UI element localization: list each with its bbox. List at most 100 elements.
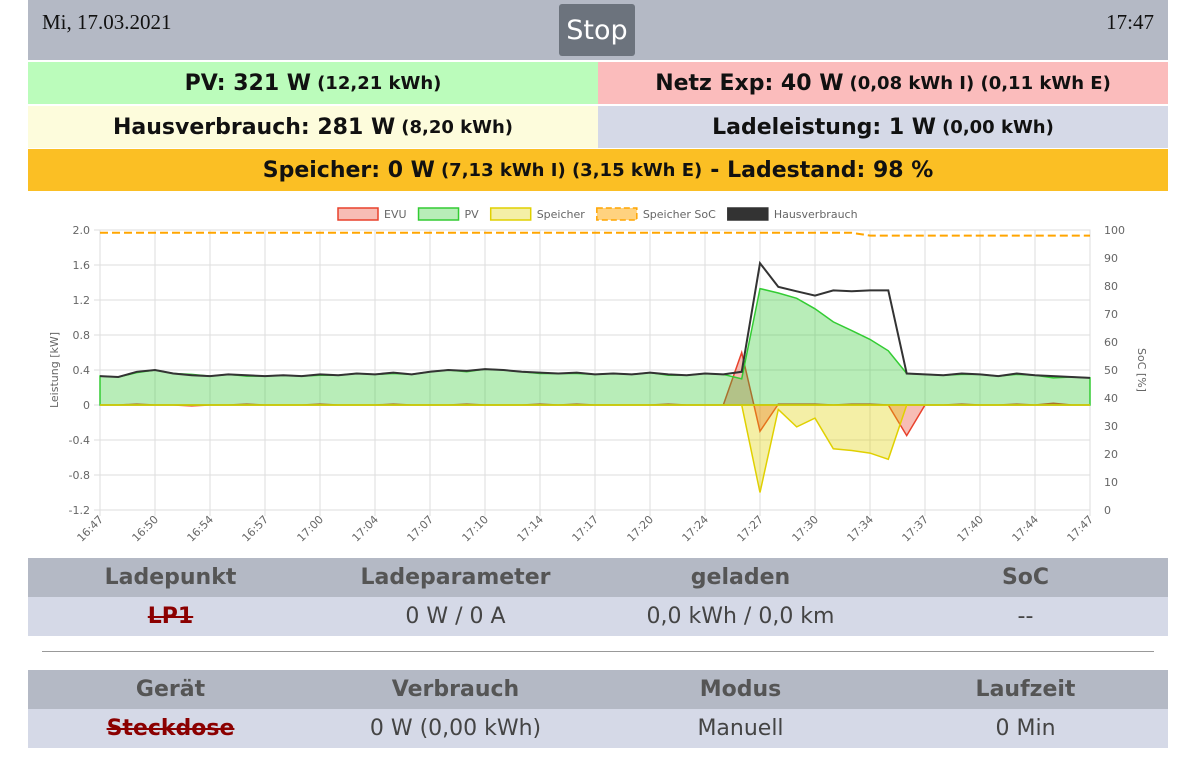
y2-tick-label: 60 [1104,336,1118,349]
lp-table: Ladepunkt Ladeparameter geladen SoC LP1 0 W … [28,558,1168,636]
x-tick-label: 17:30 [790,513,822,545]
speicher-main: Speicher: 0 W [262,157,435,183]
device-name[interactable]: Steckdose [106,716,235,741]
y2-tick-label: 50 [1104,364,1118,377]
pv-main: PV: 321 W [184,70,312,96]
y2-tick-label: 0 [1104,504,1111,517]
x-tick-label: 17:07 [405,513,437,545]
cell: 0 W (0,00 kWh) [369,716,542,741]
x-tick-label: 17:47 [1065,513,1097,545]
x-tick-label: 16:50 [130,513,162,545]
line [99,260,1091,379]
stop-button[interactable]: Stop [559,4,635,56]
cell: Manuell [697,716,784,741]
header-cell: Ladepunkt [104,565,237,590]
netz-status: Netz Exp: 40 W (0,08 kWh I) (0,11 kWh E) [598,62,1168,104]
y-tick-label: -0.4 [69,434,90,447]
lade-sub: (0,00 kWh) [942,116,1054,138]
header-cell: Gerät [135,677,206,702]
y-tick-label: -0.8 [69,469,90,482]
x-tick-label: 17:24 [680,513,712,545]
legend-swatch [417,207,460,221]
x-tick-label: 17:27 [735,513,767,545]
header-cell: Laufzeit [975,677,1076,702]
x-tick-label: 16:54 [185,513,217,545]
area [100,404,1090,493]
x-tick-label: 17:17 [570,513,602,545]
time: 17:47 [1106,10,1154,34]
y-tick-label: 1.6 [73,259,91,272]
haus-main: Hausverbrauch: 281 W [112,114,396,140]
y2-tick-label: 40 [1104,392,1118,405]
y2-tick-label: 30 [1104,420,1118,433]
table-header: Ladepunkt Ladeparameter geladen SoC [28,558,1168,597]
y2-tick-label: 10 [1104,476,1118,489]
header-cell: geladen [690,565,791,590]
cell: 0,0 kWh / 0,0 km [646,604,835,629]
header-cell: Verbrauch [391,677,520,702]
y2-tick-label: 20 [1104,448,1118,461]
speicher-status: Speicher: 0 W (7,13 kWh I) (3,15 kWh E) - … [28,149,1168,191]
y-axis-label: Leistung [kW] [48,332,61,408]
speicher-tail: - Ladestand: 98 % [710,157,934,183]
speicher-sub: (7,13 kWh I) (3,15 kWh E) [440,159,703,181]
legend-swatch [596,207,638,221]
x-tick-label: 17:34 [845,513,877,545]
device-table: Gerät Verbrauch Modus Laufzeit Steckdose 0 W… [28,670,1168,748]
pv-sub: (12,21 kWh) [317,72,442,94]
lade-main: Ladeleistung: 1 W [712,114,937,140]
header: Mi, 17.03.2021 Stop 17:47 [28,0,1168,60]
header-cell: Modus [699,677,782,702]
header-cell: Ladeparameter [360,565,551,590]
x-tick-label: 17:20 [625,513,657,545]
haus-status: Hausverbrauch: 281 W (8,20 kWh) [28,106,598,148]
legend-swatch [727,207,769,221]
legend-label: Speicher [537,208,586,221]
y2-tick-label: 80 [1104,280,1118,293]
cell: 0 Min [995,716,1056,741]
x-tick-label: 17:37 [900,513,932,545]
netz-main: Netz Exp: 40 W [655,70,844,96]
y-tick-label: 0.4 [73,364,91,377]
lade-status: Ladeleistung: 1 W (0,00 kWh) [598,106,1168,148]
pv-status: PV: 321 W (12,21 kWh) [28,62,598,104]
plot-border [99,229,1091,511]
date: Mi, 17.03.2021 [42,10,172,34]
x-tick-label: 16:57 [240,513,272,545]
legend-label: EVU [384,208,407,221]
y-tick-label: 2.0 [73,224,91,237]
lp-name[interactable]: LP1 [147,604,194,629]
chart: -1.2 -0.8 -0.4 0 0.4 0.8 1.2 1.6 2.0 0 10 20 30 40 50 6… [48,207,1148,545]
x-tick-label: 17:00 [295,513,327,545]
legend-label: Hausverbrauch [774,208,858,221]
x-tick-label: 17:14 [515,513,547,545]
legend-label: PV [465,208,480,221]
legend-swatch [337,207,379,221]
legend-swatch [489,207,532,221]
y2-tick-label: 70 [1104,308,1118,321]
x-tick-label: 17:10 [460,513,492,545]
legend-label: Speicher SoC [643,208,716,221]
divider [42,651,1154,652]
table-row: LP1 0 W / 0 A 0,0 kWh / 0,0 km -- [28,597,1168,636]
x-tick-label: 17:44 [1010,513,1042,545]
y-tick-label: 0 [83,399,90,412]
x-tick-label: 17:40 [955,513,987,545]
header-cell: SoC [1001,565,1050,590]
x-tick-label: 17:04 [350,513,382,545]
table-row: Steckdose 0 W (0,00 kWh) Manuell 0 Min [28,709,1168,748]
y-tick-label: 0.8 [73,329,91,342]
table-header: Gerät Verbrauch Modus Laufzeit [28,670,1168,709]
y2-tick-label: 90 [1104,252,1118,265]
line [100,231,1090,237]
haus-sub: (8,20 kWh) [401,116,514,138]
cell: 0 W / 0 A [405,604,506,629]
y2-axis-label: SoC [%] [1135,348,1148,392]
y-tick-label: -1.2 [69,504,90,517]
netz-sub: (0,08 kWh I) (0,11 kWh E) [849,72,1111,94]
cell: -- [1017,604,1034,629]
y-tick-label: 1.2 [73,294,91,307]
y2-tick-label: 100 [1104,224,1125,237]
x-tick-label: 16:47 [75,513,107,545]
